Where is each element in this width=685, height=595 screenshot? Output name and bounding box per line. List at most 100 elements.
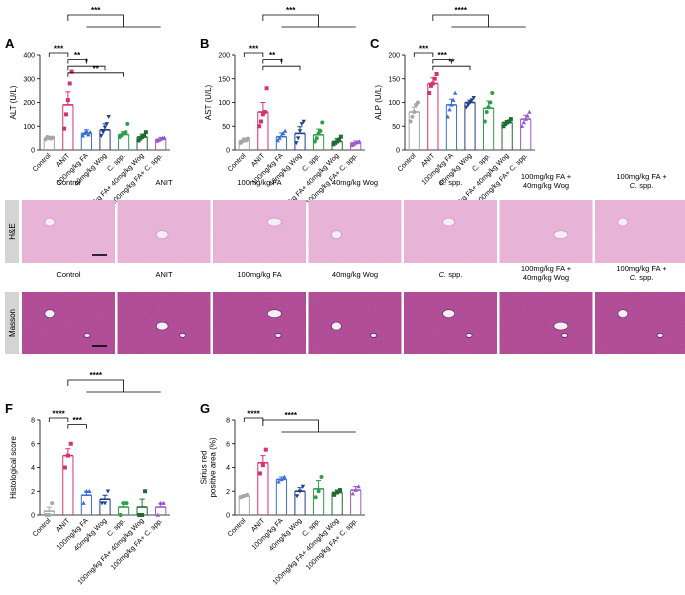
sig-label: *** [437, 51, 447, 60]
micrograph-texture [499, 292, 593, 354]
data-point [143, 489, 148, 494]
y-tick-label: 6 [31, 441, 35, 448]
sig-bracket [243, 417, 264, 422]
data-point [508, 117, 513, 122]
data-point [519, 123, 525, 129]
vessel [561, 333, 568, 338]
sig-label: ** [93, 64, 100, 73]
data-point [294, 141, 299, 146]
y-tick-label: 0 [396, 148, 400, 155]
y-axis-label: positive area (%) [209, 437, 218, 497]
data-point [357, 139, 362, 144]
vessel [179, 333, 186, 338]
sig-bracket [432, 59, 452, 64]
data-point [452, 90, 458, 95]
sig-bracket [67, 424, 87, 429]
y-axis-label: ALP (U/L) [374, 85, 383, 120]
data-point [64, 112, 68, 117]
data-point [350, 491, 355, 496]
data-point [294, 494, 300, 499]
y-tick-label: 50 [222, 124, 230, 131]
data-point [523, 116, 528, 121]
column-header: C. spp. [439, 178, 463, 187]
column-header: 40mg/kg Wog [332, 270, 378, 279]
data-point [465, 103, 471, 108]
data-point [276, 479, 281, 484]
micrograph-texture [213, 292, 306, 354]
sig-label: * [280, 58, 284, 67]
panel-label-c: C [370, 36, 380, 51]
data-point [246, 136, 250, 141]
y-tick-label: 2 [31, 489, 35, 496]
sig-label: *** [419, 45, 429, 54]
sig-bracket [262, 59, 282, 64]
y-axis-label: Sirius red [200, 451, 209, 485]
data-point [471, 95, 476, 101]
data-point [313, 495, 318, 500]
y-tick-label: 50 [392, 124, 400, 131]
y-tick-label: 200 [218, 53, 230, 60]
data-point [142, 133, 146, 138]
data-point [275, 138, 280, 143]
data-point [102, 501, 108, 506]
vessel [617, 217, 629, 227]
data-point [434, 72, 439, 76]
data-point [445, 114, 450, 119]
data-point [245, 492, 250, 497]
y-tick-label: 150 [388, 76, 400, 83]
y-tick-label: 100 [388, 100, 400, 107]
data-point [507, 119, 511, 124]
data-point [104, 122, 110, 127]
x-tick-label: Control [227, 152, 248, 173]
data-point [447, 107, 452, 112]
data-point [430, 81, 435, 86]
row-label-strip [5, 200, 19, 263]
x-tick-label: Control [227, 517, 248, 538]
vessel [274, 333, 282, 338]
vessel [442, 217, 455, 227]
sig-bracket [243, 52, 264, 57]
y-axis-label: AST (U/L) [204, 84, 213, 120]
sig-label: ** [448, 58, 455, 67]
data-point [161, 500, 166, 505]
micrograph-texture [595, 200, 685, 263]
data-point [68, 441, 73, 446]
micrograph-texture [404, 200, 497, 263]
row-label: H&E [8, 223, 17, 239]
data-point [484, 110, 489, 114]
data-point [277, 135, 282, 140]
panel-label-b: B [200, 36, 209, 51]
data-point [263, 447, 268, 452]
vessel [331, 321, 342, 331]
y-tick-label: 0 [31, 148, 35, 155]
micrograph-texture [595, 292, 685, 354]
y-tick-label: 0 [31, 513, 35, 520]
data-point [427, 91, 432, 95]
sig-bracket-group [262, 14, 319, 27]
data-point [162, 135, 167, 140]
column-header: 100mg/kg FA [237, 178, 281, 187]
data-point [99, 501, 105, 506]
sig-label: **** [52, 410, 65, 419]
sig-label: ** [269, 51, 276, 60]
sig-bracket-group [262, 419, 319, 432]
data-point [44, 513, 49, 517]
panel-label-g: G [200, 401, 210, 416]
x-tick-label: Control [397, 152, 418, 173]
data-point [51, 135, 55, 140]
data-point [123, 130, 128, 135]
data-point [332, 492, 337, 497]
data-point [432, 76, 437, 81]
column-header-line2: 40mg/kg Wog [523, 181, 569, 190]
data-point [158, 500, 163, 505]
micrograph-texture [22, 292, 115, 354]
sig-bracket [413, 52, 434, 57]
vessel [44, 309, 56, 319]
data-point [337, 137, 341, 142]
column-header-line2: 40mg/kg Wog [523, 273, 569, 282]
x-tick-label: ANIT [55, 517, 72, 534]
data-point [488, 100, 493, 105]
data-point [525, 113, 530, 118]
data-point [62, 126, 67, 131]
